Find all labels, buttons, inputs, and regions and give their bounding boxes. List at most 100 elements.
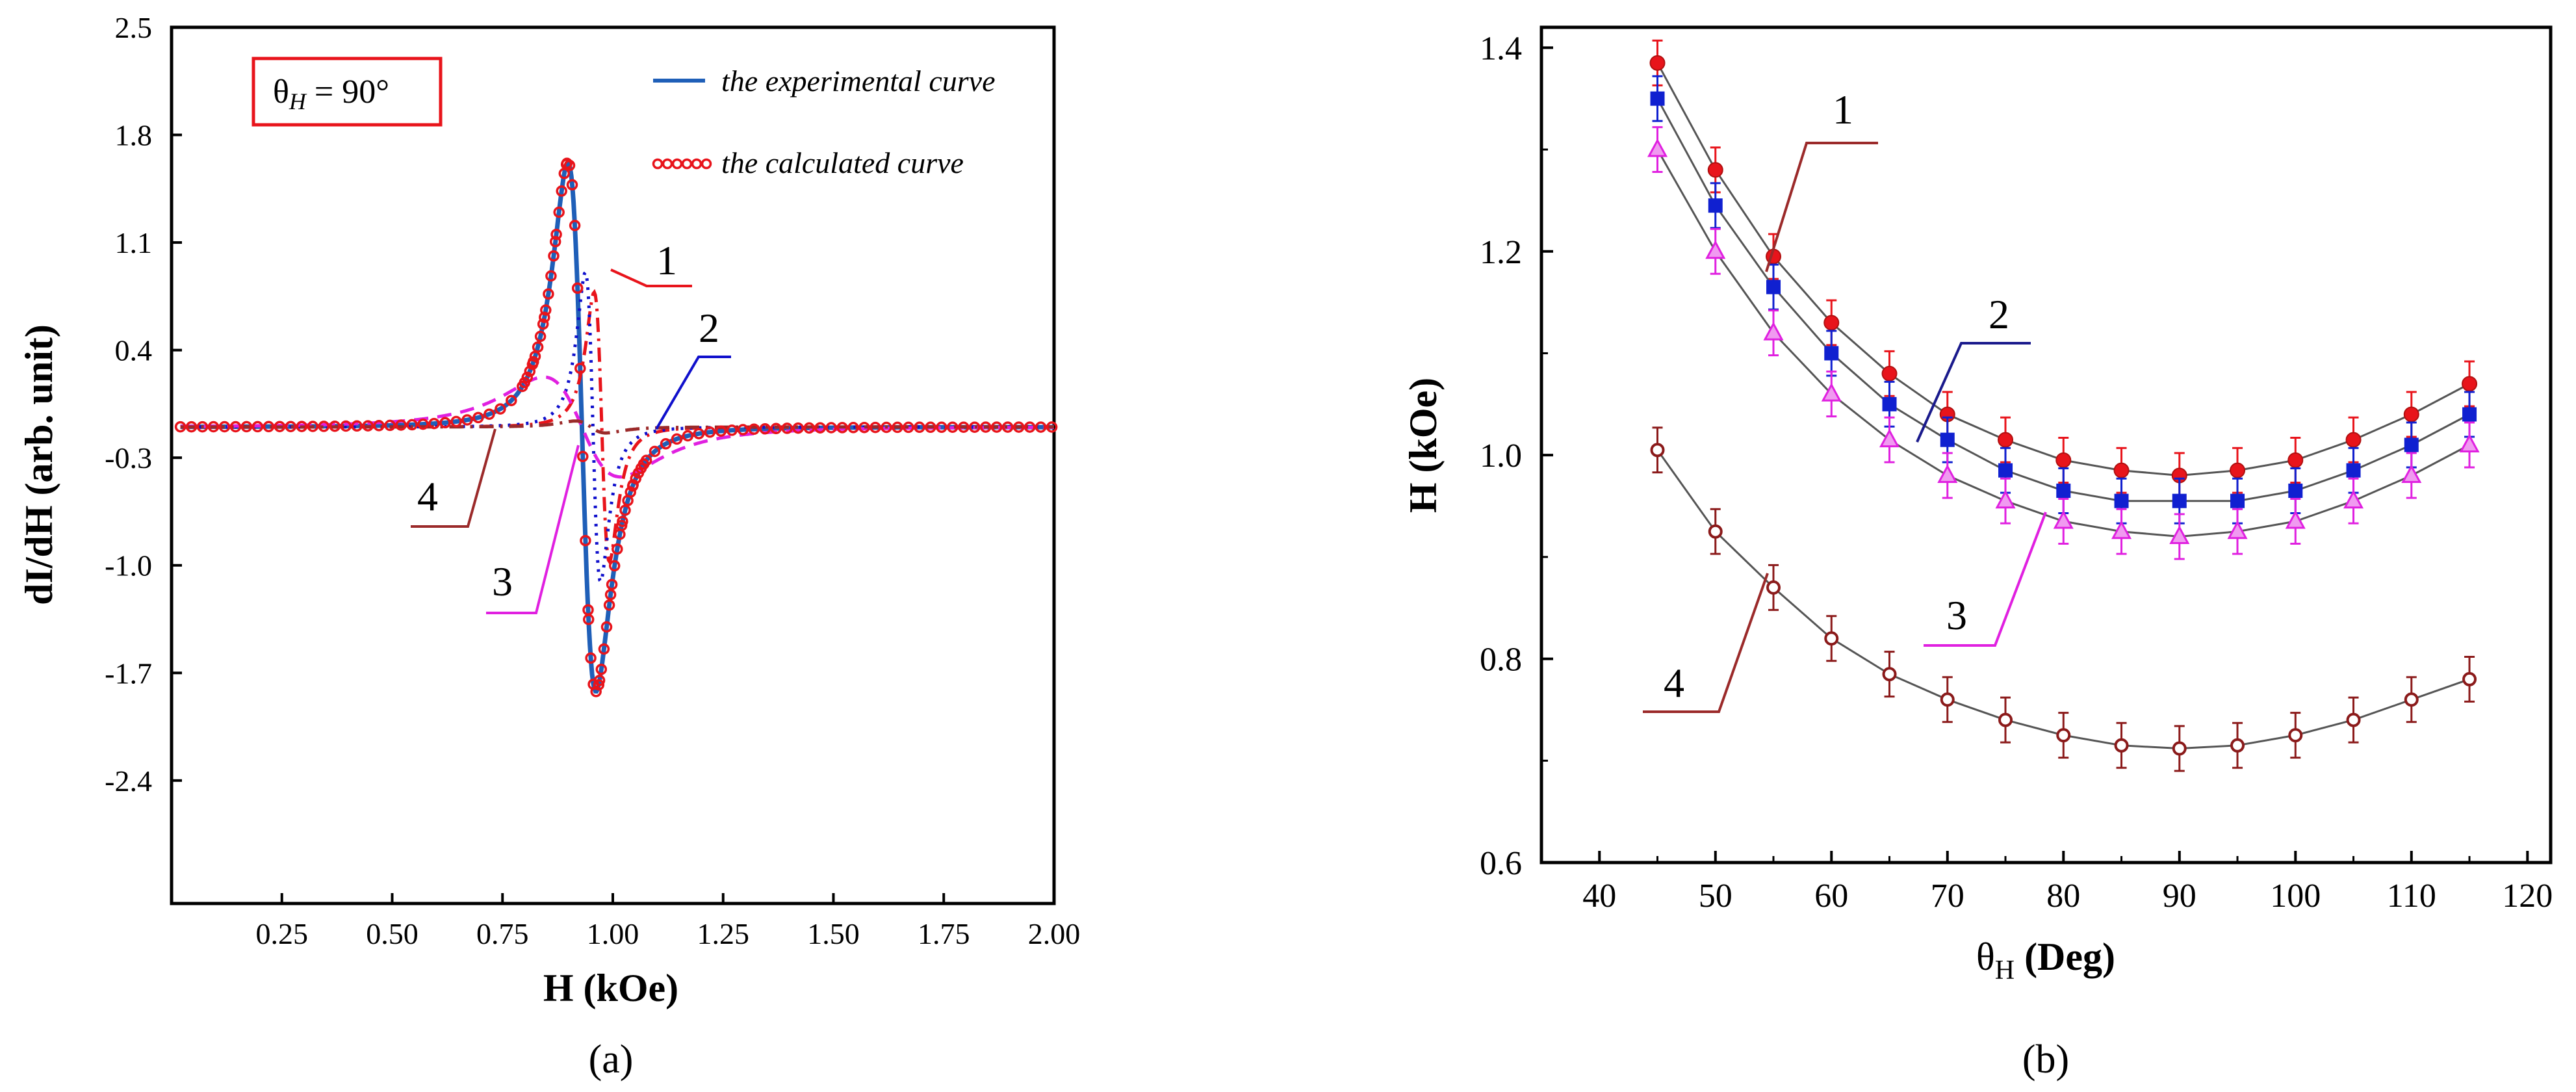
calculated-point [296,421,308,432]
calculated-point [1035,421,1047,433]
panel-b-x-tick-label: 120 [2502,878,2553,915]
series-b4-point [1998,712,2013,727]
series-b3-point [2169,525,2190,545]
calculated-point [759,422,771,435]
series-b4-point [2288,728,2303,743]
curve-label-4-leader [411,428,496,528]
legend-experimental-label-text: the experimental curve [721,64,995,98]
calculated-point [792,422,804,434]
calculated-point [534,330,547,343]
legend-circle [701,158,712,170]
panel-a-ticks: 0.25 0.50 0.75 1.00 1.25 1.50 1.75 2.00 2.5 1.8 1.… [105,11,1080,950]
panel-b-x-tick-label: 60 [1814,878,1848,915]
panel-b: 40 50 60 70 80 90 100 110 120 0.6 0.8 1.0 1.2 1.4 1 2… [1402,25,2553,1082]
calculated-point [825,422,837,434]
theta-annotation-value: = 90° [306,73,389,110]
calculated-point [549,236,561,248]
panel-a-x-axis-label: H (kOe) [543,967,678,1009]
theta-annotation-box [251,57,443,127]
panel-a-x-tick-label: 0.25 [256,917,309,950]
panel-a-x-tick-label: 0.75 [476,917,529,950]
calculated-point [574,362,586,374]
panel-b-x-axis-label: θH (Deg) [1976,935,2115,985]
calculated-point [318,421,330,432]
series-b3-point [2053,510,2074,529]
calculated-point [600,621,613,633]
calculated-point [539,311,550,323]
calculated-point [196,421,209,433]
series-b3-point [2227,520,2248,540]
calculated-point [980,421,992,433]
calculated-point [726,424,738,436]
series-b4-point [2346,712,2361,727]
series-b1-point [2230,462,2246,478]
calculated-point [858,421,870,434]
legend-circle [671,158,683,170]
calculated-point [540,304,552,316]
calculated-point [1012,421,1025,433]
series-b2-point [1708,198,1723,213]
panel-a-y-tick-label: -1.7 [105,656,152,690]
calculated-point [450,415,462,428]
calculated-point [472,411,484,424]
calculated-point [1046,421,1058,433]
calculated-point [612,543,623,555]
series-b4-point [1940,692,1955,707]
series-b3-point [2111,520,2132,540]
series-b3-point [1763,321,1784,341]
calculated-point [428,417,440,430]
curve-b-label-1: 1 [1765,86,1878,272]
calculated-point [340,420,352,432]
series-b2-point [1650,91,1665,106]
calculated-point [671,433,683,445]
panel-a-x-tick-label: 2.00 [1028,917,1081,950]
calculated-point [947,421,959,433]
series-b3-point [2459,434,2480,452]
calculated-point [537,318,549,330]
calculated-point [781,422,793,434]
calculated-point [693,428,705,439]
panel-b-x-tick-label: 90 [2163,878,2196,915]
calculated-point [285,421,297,432]
calculated-point [649,445,661,458]
series-b3-point [1937,464,1958,484]
panel-b-ticks: 40 50 60 70 80 90 100 110 120 0.6 0.8 1.0 1.2 1.4 [1480,30,2553,915]
calculated-point [847,422,859,434]
series-b2-point [2230,493,2245,508]
series-b1-point [1998,432,2014,448]
calculated-point [553,206,565,218]
panel-b-y-tick-label: 1.4 [1480,30,1522,67]
panel-b-plot-frame [1539,25,2553,864]
panel-b-x-tick-label: 110 [2387,878,2436,915]
panel-b-x-tick-label: 100 [2270,878,2321,915]
calculated-point [563,159,576,172]
series-b4-point [1824,631,1839,646]
curve-b-label-2-text: 2 [1989,291,2009,337]
calculated-point [914,421,925,434]
series-b1-point [2345,432,2362,448]
calculated-point [770,422,782,435]
calculated-point [543,288,554,300]
curve-b-label-4-text: 4 [1664,660,1684,706]
calculated-point [580,534,591,547]
calculated-point [603,599,615,611]
calculated-point [598,643,610,655]
curve-label-1: 1 [610,237,692,287]
curve-label-2-text: 2 [699,305,719,351]
series-b3-point [2285,510,2306,529]
panel-b-x-tick-label: 40 [1582,878,1616,915]
calculated-point [571,282,584,294]
calculated-point [969,421,981,433]
panel-a-y-tick-label: -2.4 [105,764,152,798]
series-b4-point [2172,741,2187,756]
calculated-point [704,426,716,438]
calculated-point [307,421,319,432]
panel-a-y-tick-label: 1.1 [115,226,153,259]
series-b4-point [1766,580,1781,595]
calculated-point [406,419,418,431]
calculated-point [958,421,970,433]
series-b1-point [2287,452,2304,469]
calculated-point [558,168,571,179]
calculated-point [748,423,760,436]
